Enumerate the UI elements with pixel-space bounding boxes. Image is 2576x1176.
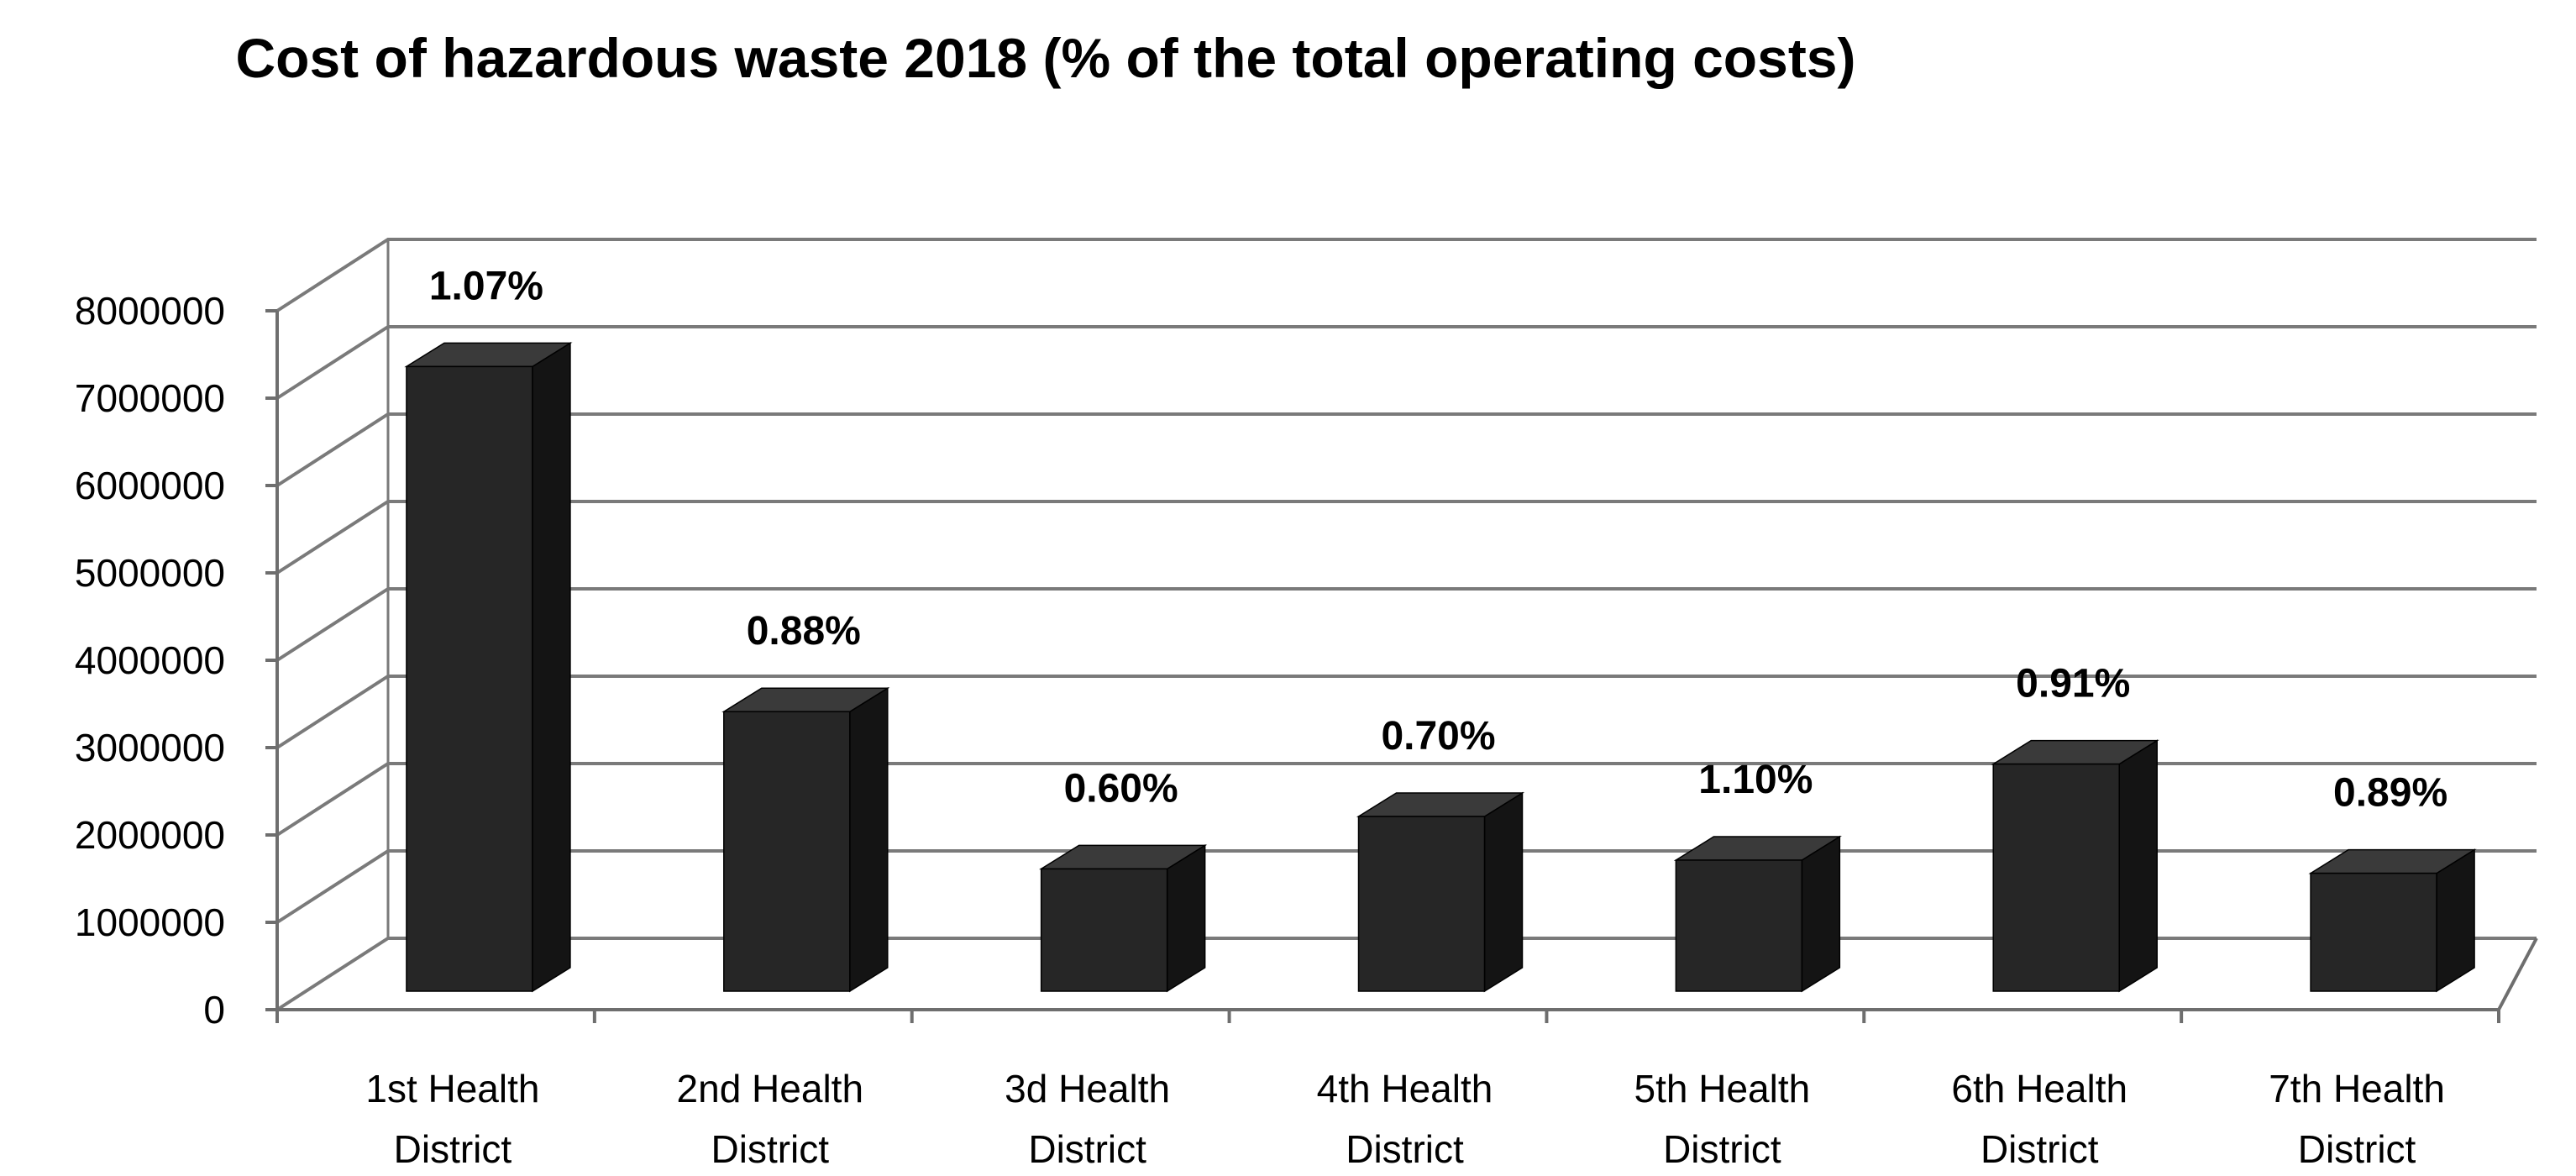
bar-front [2310, 872, 2437, 992]
x-tick-label: 6th Health [1951, 1067, 2127, 1110]
data-label: 1.10% [1698, 758, 1813, 802]
floor-right-edge [2497, 937, 2538, 1011]
bar-front [1040, 868, 1168, 992]
bar [1991, 739, 2159, 993]
y-tick-label: 8000000 [75, 289, 225, 333]
bar [404, 342, 573, 993]
bar-side [849, 686, 889, 993]
x-tick-label: 5th Health [1634, 1067, 1811, 1110]
bar-side [2436, 848, 2475, 993]
data-label: 0.60% [1064, 766, 1178, 811]
bars [404, 342, 2477, 993]
data-label: 0.89% [2333, 771, 2447, 816]
data-label: 1.07% [429, 264, 543, 308]
bar-front [1675, 859, 1803, 992]
y-tick-label: 5000000 [75, 551, 225, 595]
bar [1673, 835, 1842, 993]
gridline [275, 238, 2537, 312]
x-axis-ticks: 1st Health District 2nd Health District 3d H… [275, 1010, 2500, 1171]
data-labels: 1.07% 0.88% 0.60% 0.70% 1.10% 0.91% 0.89% [429, 264, 2447, 815]
bar-front [723, 711, 851, 992]
x-tick-label: 2nd Health [677, 1067, 864, 1110]
bar [721, 686, 890, 993]
y-tick-label: 2000000 [75, 813, 225, 857]
x-tick-label: District [711, 1127, 830, 1171]
x-tick-label: 7th Health [2269, 1067, 2445, 1110]
x-tick-label: District [2298, 1127, 2416, 1171]
x-tick-label: District [1981, 1127, 2099, 1171]
bar-side [1483, 791, 1524, 993]
bar-side [1166, 844, 1206, 993]
x-tick-label: District [1663, 1127, 1781, 1171]
bar-side [1801, 835, 1841, 993]
bar [2308, 848, 2477, 993]
bar-front [1357, 816, 1486, 992]
gridline [275, 500, 2537, 575]
x-tick-label: 4th Health [1317, 1067, 1493, 1110]
x-tick-label: 1st Health [365, 1067, 539, 1110]
chart-title: Cost of hazardous waste 2018 (% of the t… [236, 27, 1856, 89]
y-tick-label: 6000000 [75, 464, 225, 507]
x-tick-label: 3d Health [1005, 1067, 1170, 1110]
data-label: 0.91% [2016, 662, 2130, 706]
y-tick-label: 0 [203, 988, 225, 1032]
bar [1039, 844, 1208, 993]
gridline [275, 412, 2537, 487]
y-tick-label: 3000000 [75, 726, 225, 769]
x-tick-label: District [394, 1127, 512, 1171]
x-tick-label: District [1346, 1127, 1464, 1171]
bar-side [2118, 739, 2158, 993]
y-tick-label: 4000000 [75, 638, 225, 682]
y-tick-label: 7000000 [75, 376, 225, 420]
gridline [275, 325, 2537, 400]
y-tick-label: 1000000 [75, 900, 225, 944]
bar-front [1992, 763, 2120, 992]
bar [1356, 791, 1525, 993]
bar-front [406, 365, 533, 992]
bar-side [532, 342, 571, 993]
data-label: 0.70% [1381, 714, 1495, 759]
x-tick-label: District [1028, 1127, 1146, 1171]
gridline [275, 587, 2537, 662]
data-label: 0.88% [747, 609, 861, 654]
y-axis-ticks: 0 1000000 2000000 3000000 4000000 5000000 6000… [75, 289, 277, 1032]
